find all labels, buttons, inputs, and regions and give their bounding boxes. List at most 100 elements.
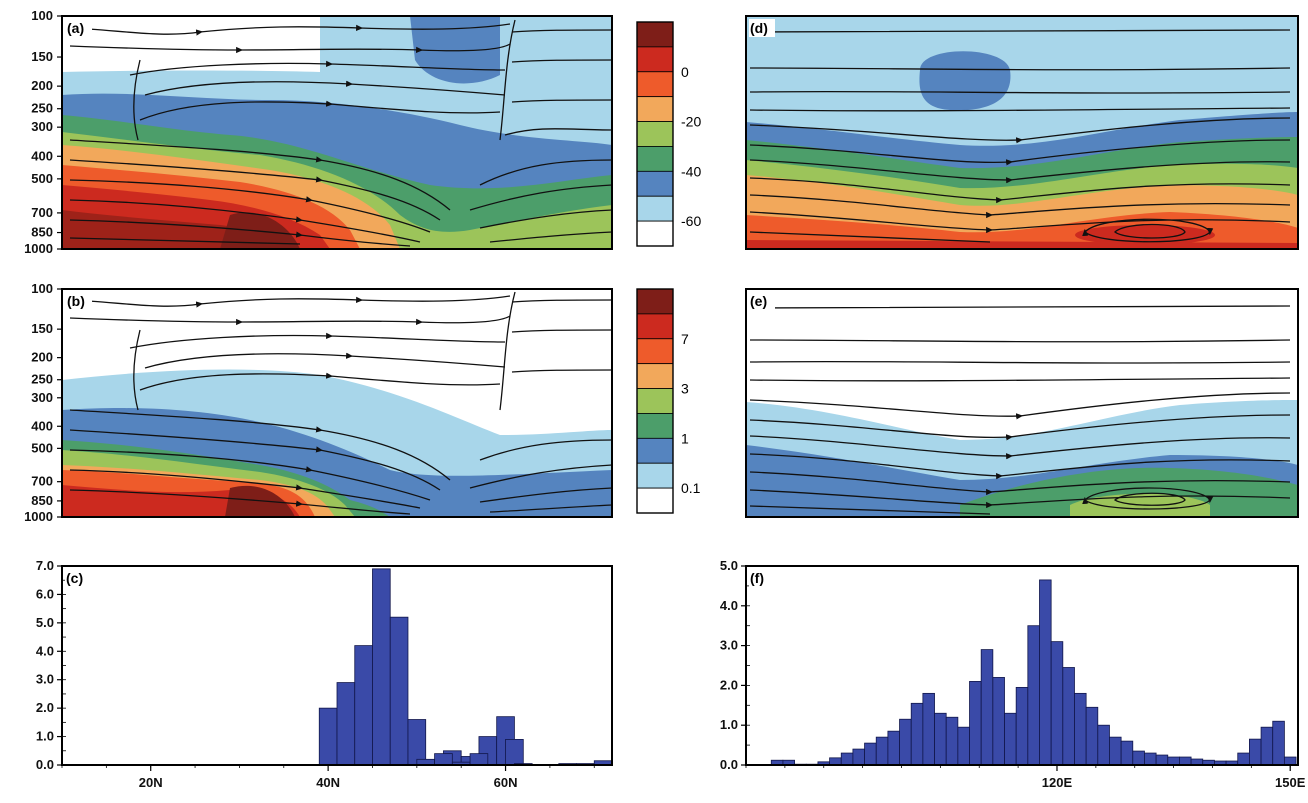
pressure-tick-label: 400 [31,148,53,163]
panel-label-b: (b) [67,293,85,309]
colorbar-swatch [636,388,674,414]
y-tick-label: 0.0 [36,757,54,772]
histogram-bar [1074,692,1087,766]
pressure-tick-label: 100 [31,8,53,23]
pressure-tick-label: 1000 [24,509,53,524]
histogram-bar [1179,756,1192,766]
panel-b: (b) [61,288,613,518]
histogram-bar [829,757,842,766]
x-tick-label: 60N [494,775,518,790]
y-tick-label: 4.0 [36,643,54,658]
histogram-bar [840,752,854,766]
y-tick-label: 7.0 [36,558,54,573]
histogram-bar [887,730,900,766]
colorbar-swatch [636,413,674,439]
y-tick-label: 0.0 [720,757,738,772]
y-tick-label: 1.0 [36,729,54,744]
panel-e: (e) [745,288,1299,518]
y-tick-label: 6.0 [36,586,54,601]
histogram-bar [434,753,453,766]
colorbar-swatch [636,487,674,514]
histogram-c: 0.0 1.0 2.0 3.0 4.0 5.0 6.0 7.0 20N 40N 60N (c) [36,558,613,790]
panel-label-a: (a) [67,20,84,36]
histogram-bar [957,726,970,766]
colorbar-swatch [636,46,674,73]
pressure-tick-label: 500 [31,440,53,455]
y-tick-label: 3.0 [720,638,738,653]
streamlines-d [749,29,1291,243]
x-tick-label: 20N [139,775,163,790]
histogram-bar [1004,712,1017,766]
histogram-bar [1120,740,1134,766]
colorbar-swatch [636,462,674,489]
histogram-bar [1249,738,1262,766]
y-tick-label: 2.0 [720,677,738,692]
colorbar-label: -60 [681,213,701,229]
y-tick-label: 5.0 [36,615,54,630]
histogram-bar [318,707,338,766]
histogram-bar [1132,750,1145,766]
histogram-bar [1144,752,1157,766]
histogram-bar [934,712,947,766]
colorbar-swatch [636,96,674,122]
histogram-bar [980,649,994,766]
pressure-tick-label: 250 [31,101,53,116]
histogram-f: 0.0 1.0 2.0 3.0 4.0 5.0 120E 150E (f) [720,558,1306,790]
panel-d: (d) [745,15,1299,250]
colorbar-swatch [636,363,674,389]
y-tick-label: 5.0 [720,558,738,573]
colorbar-swatch [636,338,674,365]
histogram-bar [505,739,524,766]
histogram-bar [1039,579,1052,766]
y-tick-label: 4.0 [720,598,738,613]
histogram-bar [875,736,889,766]
y-tick-label: 3.0 [36,672,54,687]
x-tick-label: 120E [1042,775,1073,790]
pressure-tick-label: 300 [31,119,53,134]
histogram-bar [1085,706,1099,766]
histogram-bar [864,742,877,766]
streamlines-b [69,291,612,515]
histogram-bar [1109,736,1122,766]
histogram-bar [389,616,409,766]
colorbar-top: 0 -20 -40 -60 [636,21,701,247]
histogram-bar [899,718,912,766]
histogram-bar [1167,756,1180,766]
panel-a: (a) [61,15,613,250]
histogram-bar [1155,754,1169,766]
streamlines-e [749,305,1291,515]
pressure-tick-label: 850 [31,493,53,508]
histogram-bar [969,681,982,766]
colorbar-swatch [636,170,674,197]
panel-label-d: (d) [750,20,768,36]
histogram-bar [372,568,391,766]
y-tick-label: 1.0 [720,717,738,732]
pressure-tick-label: 200 [31,78,53,93]
histogram-bar [1272,720,1285,766]
histogram-bar [1283,756,1297,766]
pressure-tick-label: 400 [31,418,53,433]
histogram-bar [922,692,935,766]
colorbar-swatch [636,21,674,48]
colorbar-swatch [636,146,674,172]
colorbar-swatch [636,437,674,464]
pressure-tick-label: 200 [31,350,53,365]
pressure-tick-label: 850 [31,225,53,240]
pressure-tick-label: 150 [31,321,53,336]
colorbar-label: 3 [681,381,689,397]
panel-label: (c) [66,570,83,586]
panel-label-e: (e) [750,293,767,309]
colorbar-label: 0 [681,64,689,80]
pressure-tick-label: 700 [31,474,53,489]
histogram-bar [852,748,865,766]
colorbar-swatch [636,195,674,222]
histogram-bar [945,716,959,766]
pressure-tick-label: 1000 [24,241,53,256]
colorbar-swatch [636,220,674,247]
histogram-bar [407,719,427,766]
histogram-bar [1050,641,1064,766]
colorbar-swatch [636,71,674,98]
